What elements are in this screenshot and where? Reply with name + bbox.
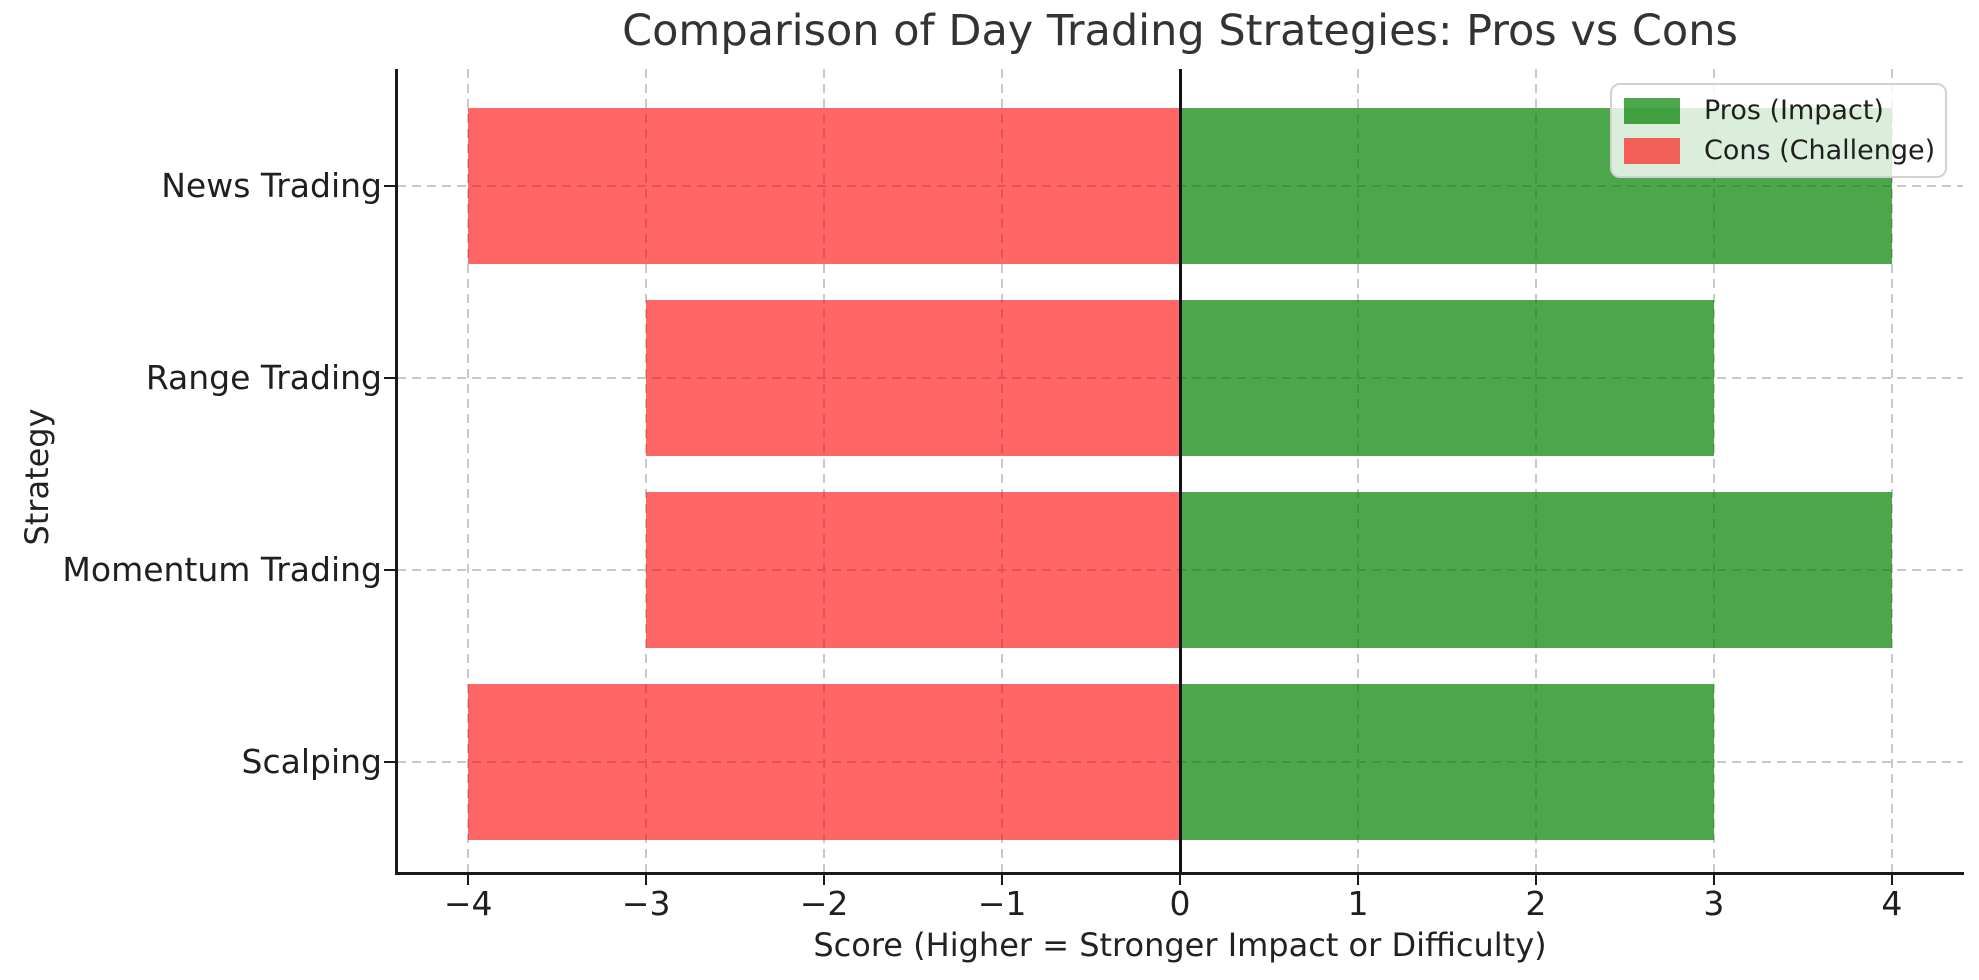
bar-cons-range-trading — [646, 300, 1180, 456]
x-axis-tick — [466, 875, 470, 885]
x-axis-spine — [394, 872, 1964, 875]
x-tick-label: −2 — [799, 884, 849, 923]
bar-pros-momentum-trading — [1180, 492, 1892, 648]
x-gridline — [1534, 69, 1537, 872]
y-axis-tick — [384, 184, 397, 188]
legend-label-pros: Pros (Impact) — [1704, 95, 1884, 126]
legend-label-cons: Cons (Challenge) — [1704, 135, 1936, 166]
y-category-label: Scalping — [241, 742, 382, 781]
x-tick-label: 3 — [1703, 884, 1725, 923]
legend-entry-pros: Pros (Impact) — [1624, 95, 1933, 126]
y-category-label: Momentum Trading — [62, 550, 382, 589]
x-tick-label: 0 — [1169, 884, 1191, 923]
y-category-label: News Trading — [161, 166, 382, 205]
y-axis-tick — [384, 376, 397, 380]
x-axis-tick — [1356, 875, 1360, 885]
bar-pros-range-trading — [1180, 300, 1714, 456]
legend-entry-cons: Cons (Challenge) — [1624, 135, 1936, 166]
x-tick-label: −3 — [621, 884, 671, 923]
bar-cons-news-trading — [468, 108, 1180, 264]
y-axis-label: Strategy — [18, 408, 56, 546]
x-gridline — [1712, 69, 1715, 872]
x-tick-label: 1 — [1347, 884, 1369, 923]
x-axis-tick — [1712, 875, 1716, 885]
y-axis-tick — [384, 760, 397, 764]
x-gridline — [645, 69, 648, 872]
x-tick-label: 4 — [1881, 884, 1903, 923]
x-tick-label: −1 — [977, 884, 1027, 923]
bar-cons-momentum-trading — [646, 492, 1180, 648]
zero-line — [1178, 69, 1182, 872]
x-axis-tick — [1534, 875, 1538, 885]
chart-title: Comparison of Day Trading Strategies: Pr… — [622, 6, 1738, 56]
x-gridline — [467, 69, 470, 872]
x-axis-tick — [822, 875, 826, 885]
x-axis-tick — [1890, 875, 1894, 885]
x-axis-tick — [1178, 875, 1182, 885]
x-gridline — [1356, 69, 1359, 872]
x-gridline — [1890, 69, 1893, 872]
legend-swatch-pros — [1624, 97, 1680, 124]
y-axis-tick — [384, 568, 397, 572]
x-axis-tick — [644, 875, 648, 885]
bar-pros-scalping — [1180, 684, 1714, 840]
x-axis-label: Score (Higher = Stronger Impact or Diffi… — [813, 926, 1547, 964]
x-gridline — [823, 69, 826, 872]
y-axis-spine — [394, 69, 398, 875]
plot-area — [397, 69, 1963, 872]
bar-cons-scalping — [468, 684, 1180, 840]
legend: Pros (Impact) Cons (Challenge) — [1610, 83, 1947, 178]
x-gridline — [1001, 69, 1004, 872]
x-axis-tick — [1000, 875, 1004, 885]
legend-swatch-cons — [1624, 137, 1680, 164]
x-tick-label: 2 — [1525, 884, 1547, 923]
y-category-label: Range Trading — [145, 358, 382, 397]
x-tick-label: −4 — [443, 884, 493, 923]
